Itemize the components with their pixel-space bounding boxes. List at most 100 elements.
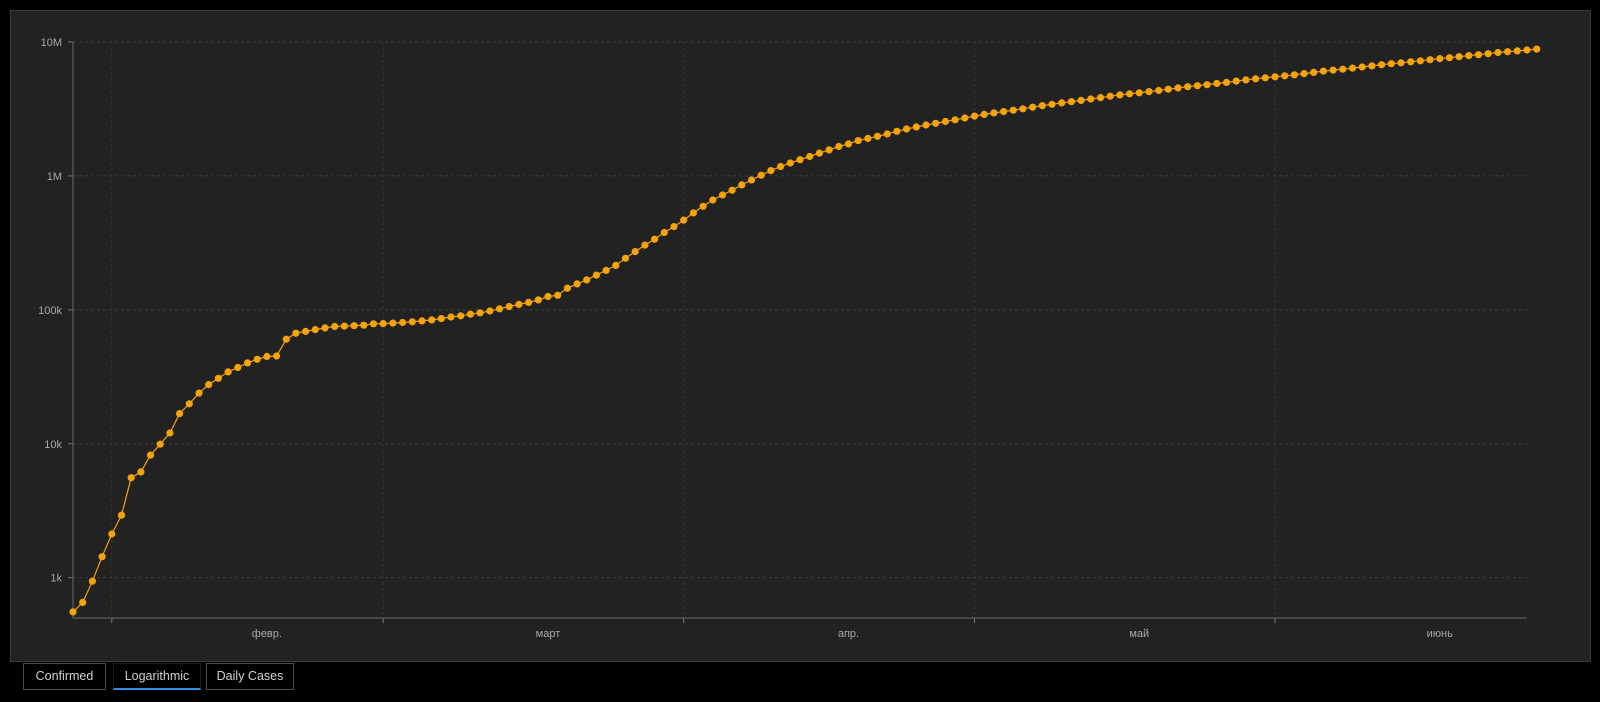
data-point [699,202,707,210]
chart-panel: 1k 10k 100k 1M 10M февр. март апр. май июнь [10,10,1591,662]
data-point [166,429,174,437]
data-point [641,241,649,249]
data-point [1184,83,1192,91]
data-point [360,321,368,329]
tab-confirmed[interactable]: Confirmed [23,663,106,690]
data-point [428,316,436,324]
data-point [331,322,339,331]
data-point [1222,78,1231,86]
x-tick-label: март [536,628,561,640]
data-point [1504,48,1512,56]
data-point [806,152,814,161]
data-point [583,276,591,284]
data-point [1155,86,1163,95]
data-point [1445,54,1454,62]
data-point [98,553,106,561]
data-point [399,318,407,327]
data-point [612,261,620,269]
data-point [1193,82,1201,90]
data-point [495,305,504,313]
data-point [1116,91,1124,99]
data-point [1242,76,1250,84]
data-point [689,209,698,217]
data-point [185,400,193,408]
data-point [321,324,329,332]
data-point [1474,51,1483,59]
data-point [1232,77,1240,85]
data-point [195,389,203,397]
data-point [263,352,271,361]
data-point [1203,81,1211,89]
data-point [457,312,465,320]
data-point [302,327,310,335]
data-point [1290,71,1298,79]
data-point [747,176,756,184]
data-point [1465,52,1473,60]
data-point [893,127,901,135]
data-point [1048,100,1056,108]
series-line [72,48,1537,613]
data-point [127,474,135,482]
data-point [205,381,213,389]
tab-logarithmic[interactable]: Logarithmic [113,663,201,690]
data-point [69,608,77,616]
data-point [369,320,378,328]
data-point [786,159,794,167]
data-point [1019,105,1027,113]
x-tick-label: апр. [838,628,859,640]
data-point [718,191,727,199]
data-point [1271,73,1279,81]
data-point [1523,46,1531,54]
data-point [1310,68,1318,76]
data-point [728,186,736,194]
data-point [525,298,533,306]
data-point [1494,48,1502,57]
x-tick-label: май [1129,628,1149,640]
data-point [873,132,882,140]
tab-daily-cases[interactable]: Daily Cases [206,663,294,690]
data-point [1358,63,1366,71]
data-point [912,123,920,131]
data-point [835,142,843,151]
data-point [1009,106,1017,114]
data-point [1484,50,1492,58]
data-point [418,317,426,325]
data-point [214,374,222,382]
data-point [922,121,930,129]
data-point [709,196,717,204]
data-point [515,300,523,308]
data-point [602,266,610,274]
data-point [156,440,164,448]
data-point [243,359,252,367]
data-point [79,598,87,607]
y-tick-label: 1M [47,171,62,183]
data-point [844,140,853,148]
data-point [1174,84,1182,92]
data-point [437,315,445,323]
data-point [951,116,959,124]
data-point [651,235,659,243]
data-point [486,307,494,315]
data-point [903,125,911,133]
data-point [1038,102,1046,110]
data-point [1096,94,1105,102]
data-point [117,511,126,519]
data-point [932,119,940,127]
data-point [815,149,824,157]
data-point [1397,59,1405,67]
data-point [680,216,688,224]
y-tick-label: 100k [38,305,62,317]
data-point [505,302,513,311]
data-point [738,181,746,189]
data-point [941,117,950,126]
data-point [534,296,542,304]
data-point [1368,62,1376,70]
data-point [670,223,678,231]
data-point [961,114,969,122]
data-point [389,319,397,327]
data-point [1378,61,1386,69]
data-point [1029,103,1037,111]
data-point [234,363,242,372]
data-point [1213,79,1221,88]
data-point [883,130,891,138]
